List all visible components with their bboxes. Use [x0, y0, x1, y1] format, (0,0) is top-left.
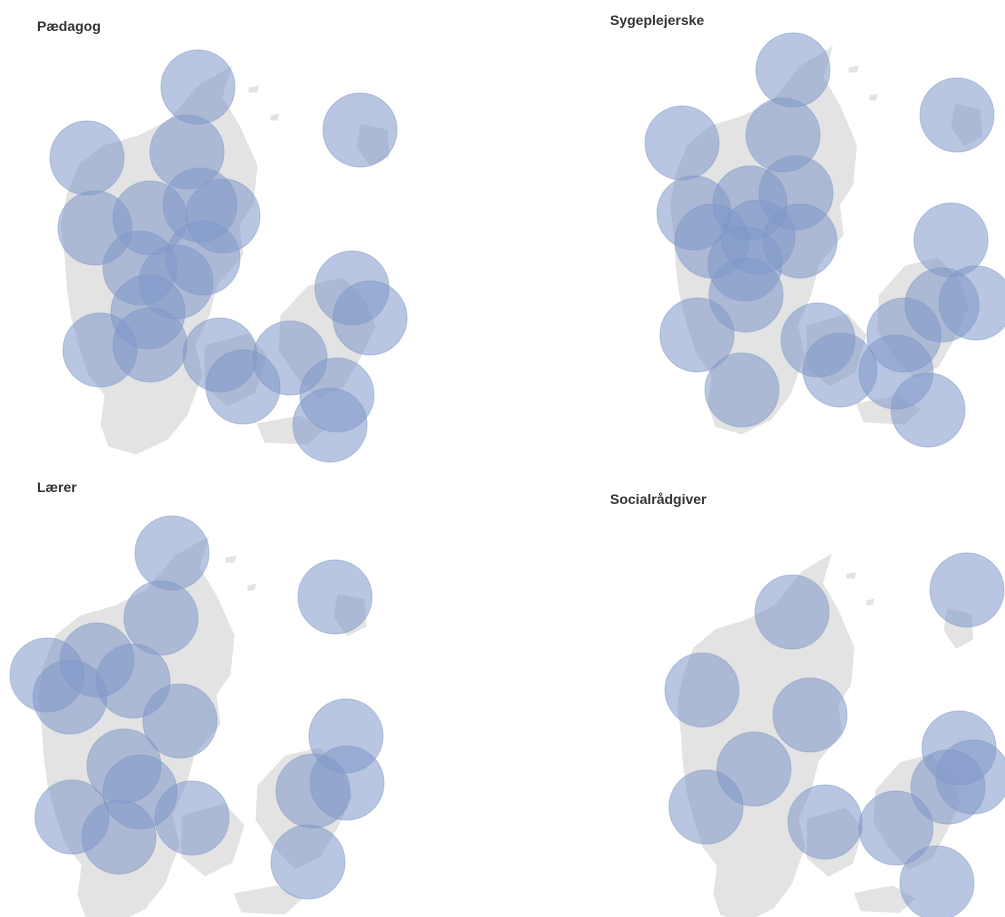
anholt-island [246, 582, 258, 592]
denmark-map [49, 49, 408, 463]
anholt-island [865, 597, 876, 607]
region-bubble [123, 580, 199, 656]
map-panel-socialraadgiver: Socialrådgiver [600, 465, 1005, 917]
region-bubble [787, 784, 863, 860]
denmark-map [9, 515, 385, 917]
map-panel-laerer: Lærer [0, 465, 500, 917]
laeso-island [845, 570, 858, 580]
region-bubble [134, 515, 210, 591]
region-bubble [297, 559, 373, 635]
bubble-layer [9, 515, 385, 900]
anholt-island [868, 92, 880, 102]
lolland-island [232, 884, 304, 916]
laeso-island [224, 554, 238, 564]
region-bubble [704, 352, 780, 428]
region-bubble [160, 49, 236, 125]
region-bubble [142, 683, 218, 759]
denmark-map [664, 551, 1005, 917]
region-bubble [292, 387, 368, 463]
panel-title: Socialrådgiver [610, 491, 707, 507]
region-bubble [754, 574, 830, 650]
region-bubble [772, 677, 848, 753]
panel-title: Pædagog [37, 18, 101, 34]
region-bubble [664, 652, 740, 728]
region-bubble [154, 780, 230, 856]
region-bubble [322, 92, 398, 168]
region-bubble [668, 769, 744, 845]
anholt-island [269, 112, 281, 122]
region-bubble [32, 659, 108, 735]
laeso-island [247, 84, 261, 94]
region-bubble [919, 77, 995, 153]
map-panel-paedagog: Pædagog [0, 0, 500, 465]
bubble-layer [644, 32, 1005, 448]
region-bubble [309, 745, 385, 821]
panel-title: Sygeplejerske [610, 12, 705, 28]
region-bubble [332, 280, 408, 356]
region-bubble [270, 824, 346, 900]
region-bubble [49, 120, 125, 196]
region-bubble [935, 739, 1005, 815]
region-bubble [81, 799, 157, 875]
region-bubble [858, 790, 934, 866]
region-bubble [890, 372, 966, 448]
region-bubble [899, 845, 975, 917]
region-bubble [938, 265, 1005, 341]
bubble-layer [664, 552, 1005, 917]
laeso-island [847, 64, 861, 74]
map-panel-sygeplejerske: Sygeplejerske [600, 0, 1005, 465]
denmark-map [644, 32, 1005, 448]
panel-title: Lærer [37, 479, 77, 495]
region-bubble [112, 307, 188, 383]
region-bubble [659, 297, 735, 373]
region-bubble [644, 105, 720, 181]
bubble-layer [49, 49, 408, 463]
region-bubble [929, 552, 1005, 628]
region-bubble [755, 32, 831, 108]
